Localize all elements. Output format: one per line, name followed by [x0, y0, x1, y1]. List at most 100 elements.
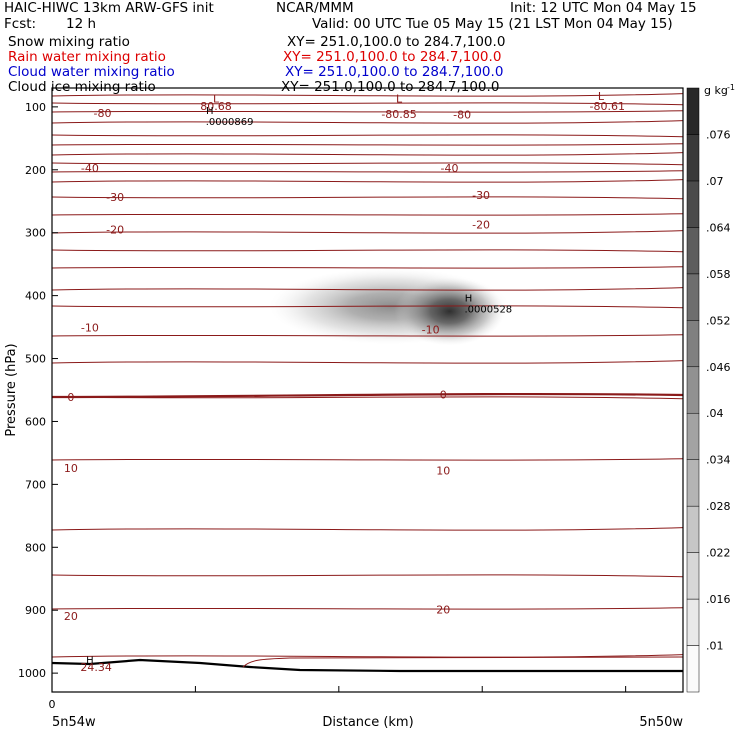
contour-label: -40	[81, 162, 99, 175]
contour-label: -40	[441, 162, 459, 175]
field-name-snow: Snow mixing ratio	[8, 34, 130, 50]
field-name-cloud-water: Cloud water mixing ratio	[8, 64, 175, 80]
low-marker: L	[598, 90, 605, 103]
y-tick-label: 800	[25, 541, 46, 554]
colorbar-swatch	[686, 227, 700, 275]
extremum-value: .0000528	[464, 305, 512, 316]
field-xy-cloud-ice: XY= 251.0,100.0 to 284.7,100.0	[281, 79, 500, 95]
contour-label: 20	[436, 604, 450, 617]
field-xy-cloud-water: XY= 251.0,100.0 to 284.7,100.0	[285, 64, 504, 80]
colorbar-level-label: .064	[706, 221, 731, 234]
temperature-contour	[52, 196, 683, 200]
colorbar-swatch	[686, 180, 700, 228]
colorbar-level-label: .016	[706, 593, 731, 606]
temperature-contour	[52, 93, 683, 97]
high-marker: H	[465, 294, 473, 305]
field-name-rain: Rain water mixing ratio	[8, 49, 166, 65]
colorbar-level-label: .022	[706, 547, 731, 560]
temperature-contour	[52, 249, 683, 253]
contour-label: -80	[453, 108, 471, 121]
colorbar-level-label: .034	[706, 454, 731, 467]
fcst-label: Fcst:	[4, 16, 37, 32]
plot-frame	[51, 87, 684, 693]
field-xy-snow: XY= 251.0,100.0 to 284.7,100.0	[287, 34, 506, 50]
temperature-contour	[52, 654, 683, 658]
contour-label: -30	[472, 189, 490, 202]
low-marker: L	[213, 93, 220, 106]
y-tick-label: 200	[25, 164, 46, 177]
colorbar-swatch	[686, 505, 700, 553]
colorbar-swatch	[686, 552, 700, 600]
temperature-contour	[52, 179, 683, 183]
contour-label: 0	[440, 388, 447, 401]
contour-label: -10	[422, 324, 440, 337]
center-label: NCAR/MMM	[276, 0, 354, 16]
field-xy-rain: XY= 251.0,100.0 to 284.7,100.0	[283, 49, 502, 65]
y-tick-label: 100	[25, 101, 46, 114]
colorbar-unit: g kg	[704, 84, 728, 97]
extremum-value: .0000869	[206, 117, 254, 128]
init-time: Init: 12 UTC Mon 04 May 15	[510, 0, 697, 16]
temperature-contour	[52, 152, 683, 156]
colorbar-swatch	[686, 459, 700, 507]
contour-label: 10	[64, 462, 78, 475]
high-marker: H	[86, 655, 94, 666]
colorbar-swatch	[686, 366, 700, 414]
colorbar-level-label: .04	[706, 407, 724, 420]
colorbar-level-label: .058	[706, 268, 731, 281]
contour-label: -20	[472, 219, 490, 232]
zero-degree-contour	[52, 392, 683, 399]
y-tick-label: 400	[25, 290, 46, 303]
temperature-contour	[52, 527, 683, 531]
x-end-label: 5n50w	[639, 715, 683, 730]
boundary-layer-contour	[242, 656, 683, 668]
high-marker: H	[206, 106, 214, 117]
surface-line	[52, 658, 683, 673]
colorbar-swatch	[686, 320, 700, 368]
temperature-contour	[52, 162, 683, 166]
y-tick-label: 600	[25, 415, 46, 428]
temperature-contour	[52, 102, 683, 106]
colorbar-level-label: .076	[706, 128, 731, 141]
temperature-contour	[52, 170, 683, 173]
colorbar: .01 .016 .022 .028 .034 .04 .046 .052 .058 .064 .0…	[686, 87, 731, 693]
colorbar-swatch	[686, 273, 700, 321]
contour-label: -10	[81, 322, 99, 335]
x-axis-label: Distance (km)	[322, 715, 413, 730]
temperature-contour	[52, 266, 683, 269]
colorbar-swatch	[686, 412, 700, 460]
y-tick-label: 700	[25, 478, 46, 491]
temperature-contour	[52, 120, 683, 124]
colorbar-swatch	[686, 645, 700, 693]
temperature-contour	[52, 213, 683, 216]
colorbar-swatch	[686, 87, 700, 135]
contour-label: 24.34	[80, 661, 112, 674]
temperature-contour	[52, 360, 683, 364]
y-axis-label: Pressure (hPa)	[4, 343, 19, 436]
temperature-contour	[52, 110, 683, 113]
temperature-contour	[52, 305, 683, 309]
temperature-contour	[52, 574, 683, 578]
chart-title: HAIC-HIWC 13km ARW-GFS init	[4, 0, 214, 16]
shading-core	[394, 277, 505, 346]
contour-label: 80.68	[200, 100, 232, 113]
contour-label: -30	[106, 191, 124, 204]
temperature-contour	[52, 458, 683, 461]
contour-label: 0	[67, 391, 74, 404]
y-tick-label: 1000	[18, 667, 46, 680]
temperature-contour	[52, 334, 683, 337]
valid-time: Valid: 00 UTC Tue 05 May 15 (21 LST Mon …	[312, 16, 673, 32]
contour-label: -80	[93, 107, 111, 120]
temperature-contour	[52, 287, 683, 291]
contour-label: 20	[64, 610, 78, 623]
contour-label: -80.61	[590, 100, 625, 113]
temperature-contour	[52, 143, 683, 146]
colorbar-unit-exponent: -1	[727, 83, 735, 92]
y-tick-label: 900	[25, 604, 46, 617]
field-name-cloud-ice: Cloud ice mixing ratio	[8, 79, 156, 95]
colorbar-level-label: .046	[706, 361, 731, 374]
colorbar-swatch	[686, 598, 700, 646]
colorbar-swatch	[686, 134, 700, 182]
colorbar-level-label: .052	[706, 314, 731, 327]
